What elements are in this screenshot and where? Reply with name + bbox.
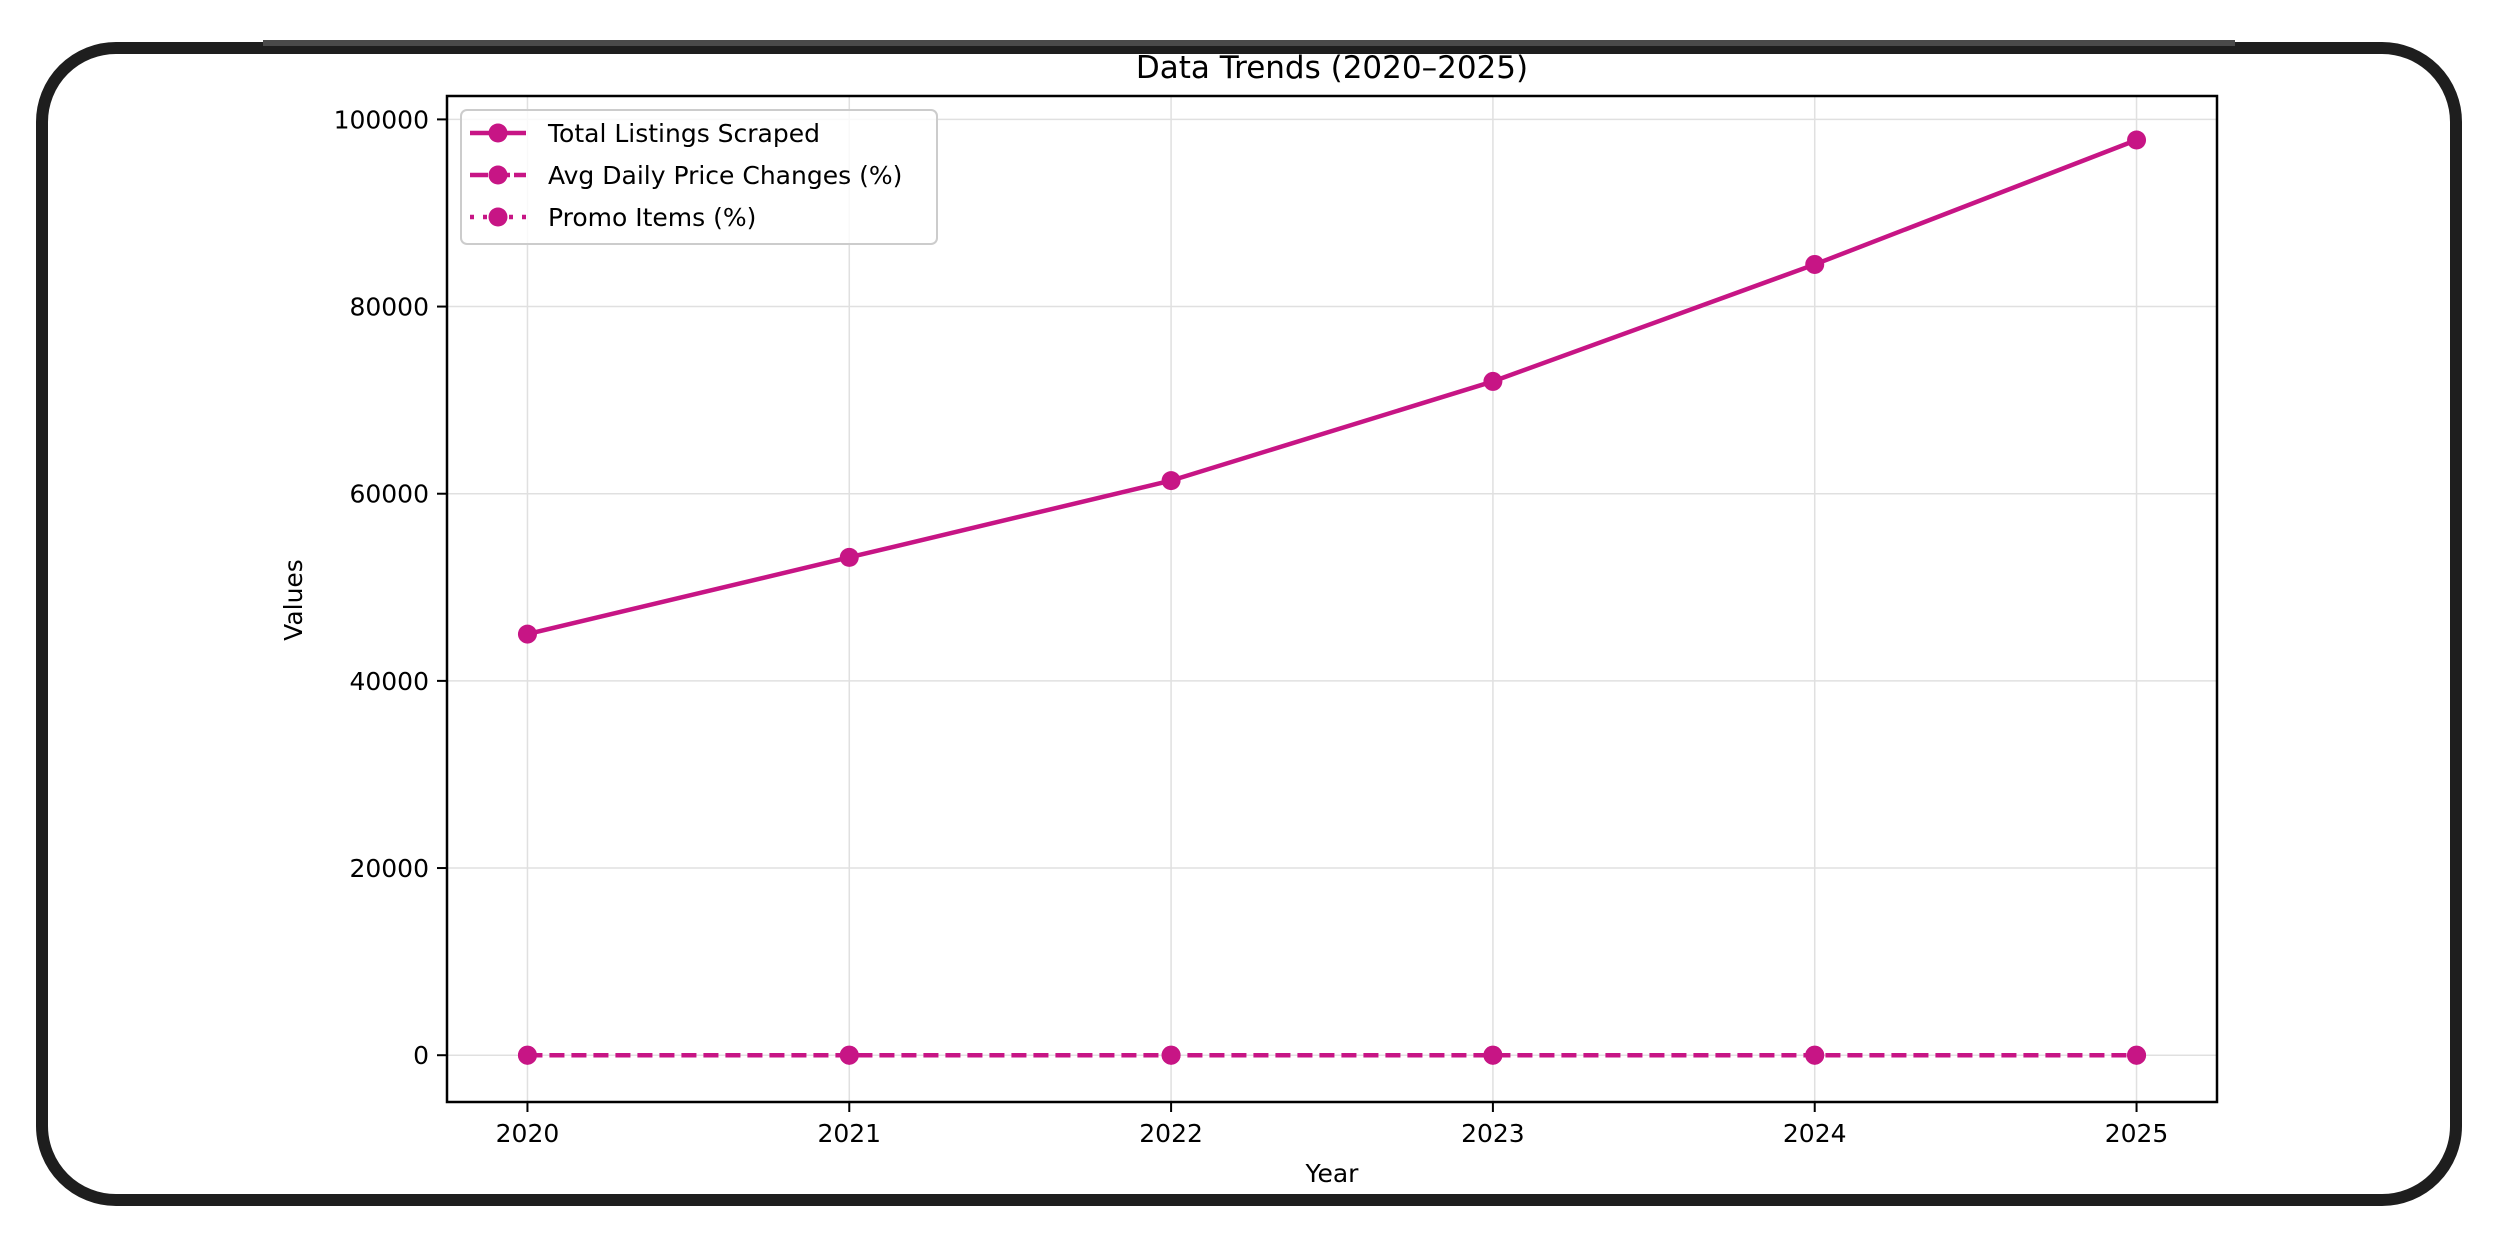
data-point-marker bbox=[1483, 371, 1503, 391]
x-tick-label: 2020 bbox=[496, 1119, 560, 1148]
x-axis-label: Year bbox=[1305, 1159, 1360, 1188]
series-line bbox=[526, 137, 2138, 637]
legend-label: Total Listings Scraped bbox=[547, 119, 820, 148]
legend-marker-icon bbox=[488, 165, 508, 185]
legend-label: Promo Items (%) bbox=[548, 203, 756, 232]
legend: Total Listings Scraped Avg Daily Price Ch… bbox=[460, 109, 938, 245]
data-point-marker bbox=[1161, 471, 1181, 491]
y-tick-label: 20000 bbox=[349, 854, 429, 883]
x-tick-label: 2021 bbox=[817, 1119, 881, 1148]
data-point-marker bbox=[839, 1045, 859, 1065]
data-point-marker bbox=[839, 547, 859, 567]
y-tick-label: 100000 bbox=[334, 105, 429, 134]
data-point-marker bbox=[1161, 1045, 1181, 1065]
data-point-marker bbox=[517, 1045, 537, 1065]
x-tick-label: 2022 bbox=[1139, 1119, 1203, 1148]
legend-marker-icon bbox=[488, 123, 508, 143]
series-lines bbox=[517, 130, 2147, 1065]
x-tick-label: 2025 bbox=[2105, 1119, 2169, 1148]
data-point-marker bbox=[1805, 1045, 1825, 1065]
legend-marker-icon bbox=[488, 207, 508, 227]
y-axis-label: Values bbox=[279, 559, 308, 641]
data-point-marker bbox=[2127, 130, 2147, 150]
chart-title: Data Trends (2020–2025) bbox=[1136, 50, 1528, 86]
x-tick-label: 2024 bbox=[1783, 1119, 1847, 1148]
x-tick-label: 2023 bbox=[1461, 1119, 1525, 1148]
y-tick-label: 0 bbox=[413, 1041, 429, 1070]
y-tick-label: 40000 bbox=[349, 667, 429, 696]
data-point-marker bbox=[1805, 254, 1825, 274]
y-tick-label: 60000 bbox=[349, 480, 429, 509]
y-tick-label: 80000 bbox=[349, 293, 429, 322]
gridlines bbox=[447, 96, 2217, 1102]
data-point-marker bbox=[2127, 1045, 2147, 1065]
data-point-marker bbox=[517, 624, 537, 644]
legend-box bbox=[460, 109, 938, 245]
legend-label: Avg Daily Price Changes (%) bbox=[548, 161, 902, 190]
plot-area-border bbox=[445, 94, 2219, 1104]
data-point-marker bbox=[1483, 1045, 1503, 1065]
axis-ticks: 2020 2021 2022 2023 2024 2025 0 20000 40000 60000… bbox=[334, 105, 2169, 1148]
frame-top-accent bbox=[263, 40, 2235, 46]
